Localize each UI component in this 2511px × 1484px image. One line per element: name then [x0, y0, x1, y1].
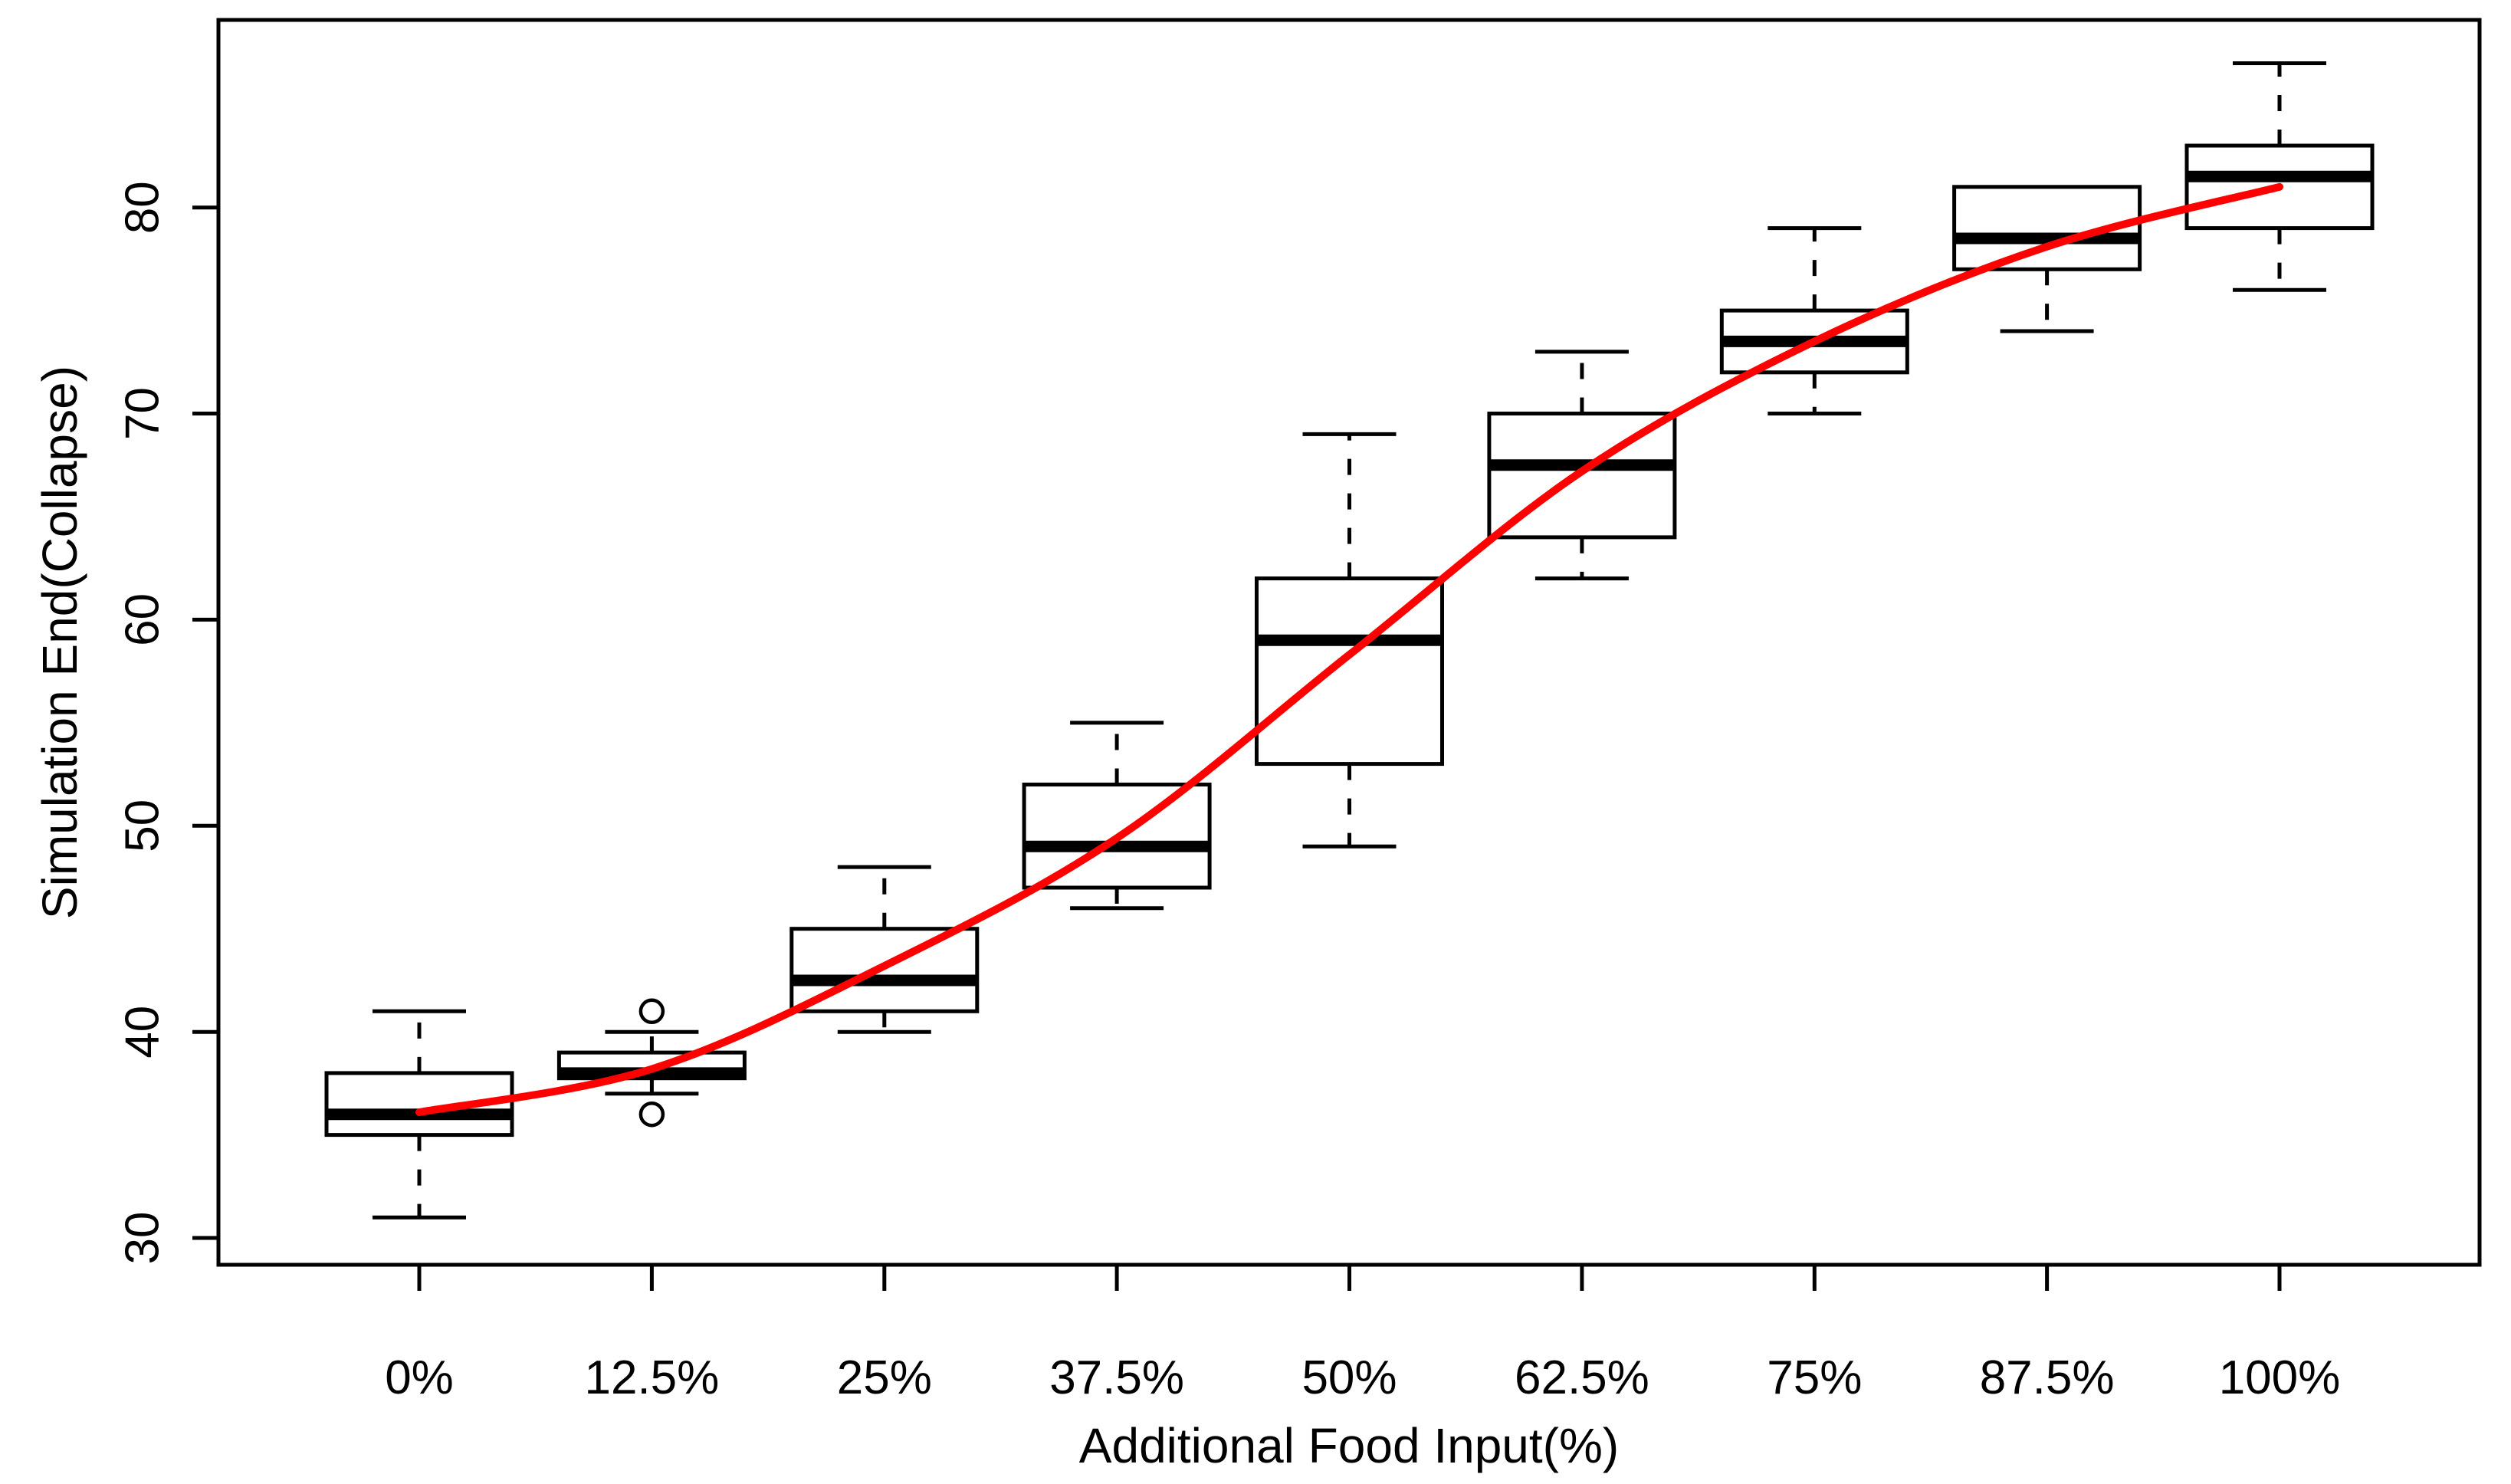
boxplot-62.5% [1487, 350, 1677, 581]
boxplot-87.5% [1952, 185, 2142, 333]
y-tick-label: 40 [117, 1006, 169, 1059]
x-tick-label: 87.5% [1980, 1351, 2115, 1404]
boxplot-100% [2184, 61, 2375, 292]
x-tick-label: 62.5% [1515, 1351, 1649, 1404]
plot-content: 30 40 50 60 70 80 0% 12.5% 25% 37.5% 50% 62.5% 75% 87… [117, 61, 2375, 1404]
x-tick-label: 0% [385, 1351, 454, 1404]
boxplot-50% [1255, 432, 1444, 849]
boxplot-25% [789, 865, 980, 1034]
x-tick-label: 25% [837, 1351, 932, 1404]
y-axis: 30 40 50 60 70 80 [117, 181, 218, 1265]
x-axis: 0% 12.5% 25% 37.5% 50% 62.5% 75% 87.5% 100% [385, 1265, 2340, 1404]
y-axis-title: Simulation End(Collapse) [32, 366, 87, 919]
y-tick-label: 60 [117, 593, 169, 646]
x-axis-title: Additional Food Input(%) [1079, 1418, 1619, 1473]
x-tick-label: 100% [2219, 1351, 2341, 1404]
y-tick-label: 50 [117, 799, 169, 852]
x-tick-label: 75% [1767, 1351, 1862, 1404]
x-tick-label: 50% [1301, 1351, 1397, 1404]
y-tick-label: 70 [117, 387, 169, 440]
y-tick-label: 80 [117, 181, 169, 234]
y-tick-label: 30 [117, 1212, 169, 1265]
x-tick-label: 12.5% [584, 1351, 719, 1404]
boxplot-75% [1719, 226, 1909, 415]
x-tick-label: 37.5% [1049, 1351, 1184, 1404]
outlier-point [638, 998, 665, 1025]
boxplot-12.5% [556, 998, 747, 1128]
trend-line [415, 182, 2283, 1116]
outlier-point [638, 1101, 665, 1128]
